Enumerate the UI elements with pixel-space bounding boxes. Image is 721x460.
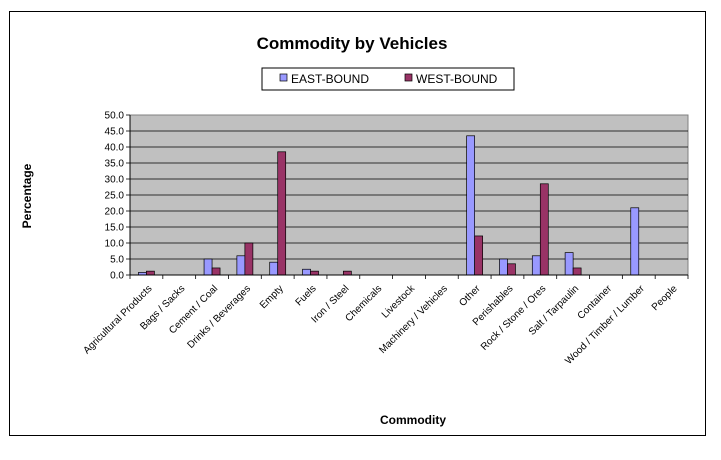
bar-east-bound-13 [564,252,574,276]
chart-title: Commodity by Vehicles [257,34,448,53]
x-tick-label: Other [457,283,483,309]
legend-swatch-east-bound [279,73,288,82]
bar-east-bound-5 [302,268,311,276]
bar-east-bound-10 [466,135,475,276]
bar-east-bound-15 [630,207,640,276]
y-tick-label: 45.0 [105,127,125,138]
bar-west-bound-3 [244,242,254,276]
bar-west-bound-10 [474,235,483,276]
legend-label-west-bound: WEST-BOUND [416,72,498,86]
y-tick-label: 25.0 [105,191,125,202]
x-tick-label: Drinks / Beverages [185,283,253,351]
y-tick-label: 15.0 [105,223,125,234]
y-tick-label: 20.0 [105,207,125,218]
x-tick-label: Empty [258,283,286,311]
y-tick-label: 35.0 [105,159,125,170]
y-tick-label: 50.0 [105,111,125,122]
bar-east-bound-12 [531,255,541,276]
bar-west-bound-13 [572,267,582,276]
y-axis-ticks: 0.0 5.0 10.0 15.0 20.0 25.0 30.0 35.0 40.0 45.0 50… [105,111,130,282]
y-axis-title: Percentage [20,163,34,228]
legend-label-east-bound: EAST-BOUND [291,72,369,86]
bar-west-bound-5 [310,270,319,276]
y-tick-label: 5.0 [110,255,124,266]
bar-east-bound-11 [499,258,508,276]
y-tick-label: 0.0 [110,271,124,282]
bar-east-bound-3 [236,255,246,276]
legend-swatch-west-bound [404,73,413,82]
bar-west-bound-2 [211,267,221,276]
bar-west-bound-11 [507,263,516,276]
bar-east-bound-2 [203,258,213,276]
x-tick-label: People [650,283,680,313]
bar-east-bound-4 [269,261,279,276]
x-axis-title: Commodity [380,413,446,427]
legend: EAST-BOUND WEST-BOUND [261,67,515,91]
bar-west-bound-4 [277,151,287,276]
gridlines [130,130,688,260]
y-tick-label: 10.0 [105,239,125,250]
y-tick-label: 40.0 [105,143,125,154]
bar-west-bound-12 [539,183,549,276]
y-tick-label: 30.0 [105,175,125,186]
x-tick-label: Fuels [294,283,319,308]
bar-west-bound-6 [343,270,352,276]
bar-west-bound-0 [146,270,155,276]
